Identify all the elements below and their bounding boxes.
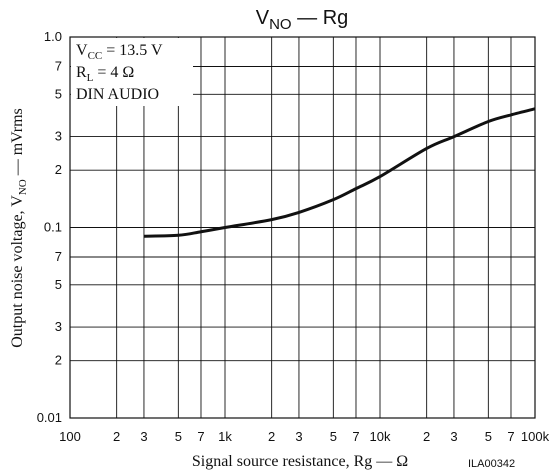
annotation-sub: L [87, 72, 94, 84]
annotation-base: V [76, 42, 88, 59]
x-tick-label: 2 [423, 429, 430, 444]
plot-frame [69, 36, 536, 419]
y-tick-label: 2 [55, 162, 62, 177]
y-tick-label: 0.01 [37, 410, 62, 425]
x-tick-label: 7 [352, 429, 359, 444]
y-tick-label: 7 [55, 249, 62, 264]
y-axis-label: Output noise voltage, VNO — mVrms [9, 108, 29, 348]
title-rest: — Rg [292, 7, 349, 29]
grid [69, 36, 536, 419]
y-tick-label: 1.0 [44, 29, 62, 44]
data-line [143, 107, 536, 238]
x-tick-label: 5 [485, 429, 492, 444]
y-tick-label: 5 [55, 86, 62, 101]
x-tick-label: 7 [507, 429, 514, 444]
x-tick-label: 3 [140, 429, 147, 444]
annotation: VCC = 13.5 V [76, 42, 163, 62]
title-sub: NO [269, 16, 292, 33]
y-tick-label: 7 [55, 59, 62, 74]
title-base: V [256, 7, 270, 29]
y-tick-label: 2 [55, 353, 62, 368]
annotation: RL = 4 Ω [76, 64, 134, 84]
annotation-box [71, 38, 193, 106]
x-tick-label: 10k [370, 429, 391, 444]
x-tick-label: 1k [218, 429, 232, 444]
y-tick-label: 5 [55, 277, 62, 292]
y-tick-label: 3 [55, 319, 62, 334]
x-tick-label: 5 [175, 429, 182, 444]
annotation-sub: CC [88, 50, 103, 62]
annotation: DIN AUDIO [76, 86, 159, 103]
y-label-rest: — mVrms [9, 108, 26, 179]
x-tick-label: 2 [113, 429, 120, 444]
annotations: VCC = 13.5 V RL = 4 Ω DIN AUDIO [76, 42, 163, 103]
x-tick-label: 100 [59, 429, 81, 444]
y-label-base: Output noise voltage, V [9, 195, 26, 348]
x-tick-label: 5 [330, 429, 337, 444]
x-tick-label: 2 [268, 429, 275, 444]
annotation-rest: = 4 Ω [93, 64, 134, 81]
y-label-sub: NO [17, 179, 29, 195]
x-tick-label: 3 [450, 429, 457, 444]
y-tick-label: 0.1 [44, 220, 62, 235]
annotation-base: R [76, 64, 87, 81]
x-tick-label: 7 [197, 429, 204, 444]
annotation-rest: = 13.5 V [102, 42, 163, 59]
x-tick-label: 100k [521, 429, 550, 444]
x-axis-label: Signal source resistance, Rg — Ω [192, 453, 408, 470]
figure-code: ILA00342 [468, 458, 515, 470]
marks [143, 107, 536, 238]
chart-title: VNO — Rg [256, 7, 349, 33]
annotation-base: DIN AUDIO [76, 86, 159, 103]
x-tick-label: 3 [295, 429, 302, 444]
y-tick-label: 3 [55, 129, 62, 144]
